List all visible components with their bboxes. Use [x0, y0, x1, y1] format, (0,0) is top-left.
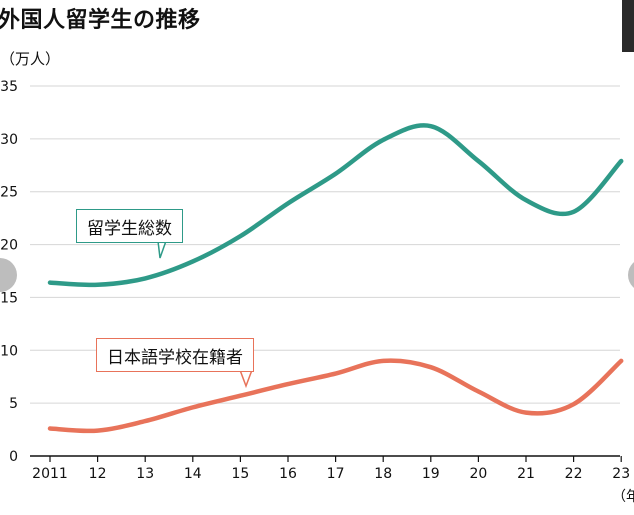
legend-label-japanese-school: 日本語学校在籍者	[96, 338, 254, 372]
x-tick-label: 22	[565, 466, 583, 482]
x-tick-label: 12	[89, 466, 107, 482]
legend-pointer-total	[150, 240, 167, 259]
y-tick-label: 10	[0, 343, 18, 359]
next-arrow-button[interactable]	[628, 258, 634, 292]
x-tick-label: 20	[469, 466, 487, 482]
window-edge	[622, 0, 634, 52]
legend-pointer-japanese-school	[232, 369, 253, 389]
y-axis-unit: （万人）	[0, 50, 61, 68]
y-tick-label: 25	[0, 185, 18, 201]
y-tick-label: 30	[0, 132, 18, 148]
x-tick-label: 21	[517, 466, 535, 482]
series-line-total	[47, 123, 624, 288]
x-tick-label: 17	[327, 466, 345, 482]
y-tick-labels: 0 5 10 15 20 25 30 35	[0, 79, 18, 465]
x-tick-label: 15	[231, 466, 249, 482]
chart-title: 外国人留学生の推移	[0, 8, 201, 33]
y-tick-label: 5	[9, 396, 18, 412]
x-tick-label: 14	[184, 466, 202, 482]
x-tick-label: 13	[136, 466, 154, 482]
series-line-japanese-school	[47, 358, 624, 434]
gridlines	[30, 85, 620, 457]
y-tick-label: 0	[9, 449, 18, 465]
x-tick-label: 19	[422, 466, 440, 482]
y-tick-label: 35	[0, 79, 18, 95]
y-tick-label: 20	[0, 238, 18, 254]
x-tick-label: 23	[612, 466, 630, 482]
prev-arrow-button[interactable]	[0, 258, 17, 292]
x-axis-unit: （年	[612, 489, 634, 505]
x-tick-label: 16	[279, 466, 297, 482]
y-tick-label: 15	[0, 290, 18, 306]
series-lines	[47, 123, 624, 434]
legend-label-total: 留学生総数	[76, 209, 183, 243]
x-tick-labels: 2011 12 13 14 15 16 17 18 19 20 21 22 23	[32, 456, 630, 482]
x-tick-label: 2011	[32, 466, 68, 482]
x-tick-label: 18	[374, 466, 392, 482]
